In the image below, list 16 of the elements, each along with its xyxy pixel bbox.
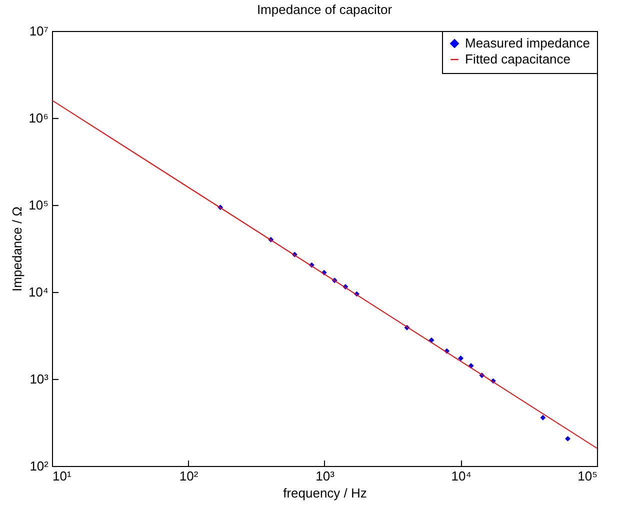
chart-title: Impedance of capacitor — [256, 2, 393, 17]
x-tick-label: 10⁵ — [578, 468, 598, 484]
y-tick-label: 10⁶ — [28, 110, 48, 126]
y-tick-label: 10³ — [30, 372, 50, 386]
y-tick-label: 10⁴ — [28, 284, 48, 300]
x-tick-label: 10¹ — [52, 468, 72, 484]
y-axis-title: Impedance / Ω — [9, 206, 24, 292]
y-tick-label: 10⁵ — [28, 198, 48, 212]
y-tick-label: 10⁷ — [29, 24, 49, 38]
y-tick-label: 10² — [30, 458, 50, 474]
x-tick-label: 10⁴ — [451, 468, 472, 484]
x-axis-title: frequency / Hz — [283, 486, 367, 500]
x-tick-label: 10² — [179, 468, 199, 484]
legend-label: Measured impedance — [465, 36, 590, 50]
x-tick-label: 10³ — [316, 468, 336, 484]
legend-label: Fitted capacitance — [465, 52, 571, 66]
